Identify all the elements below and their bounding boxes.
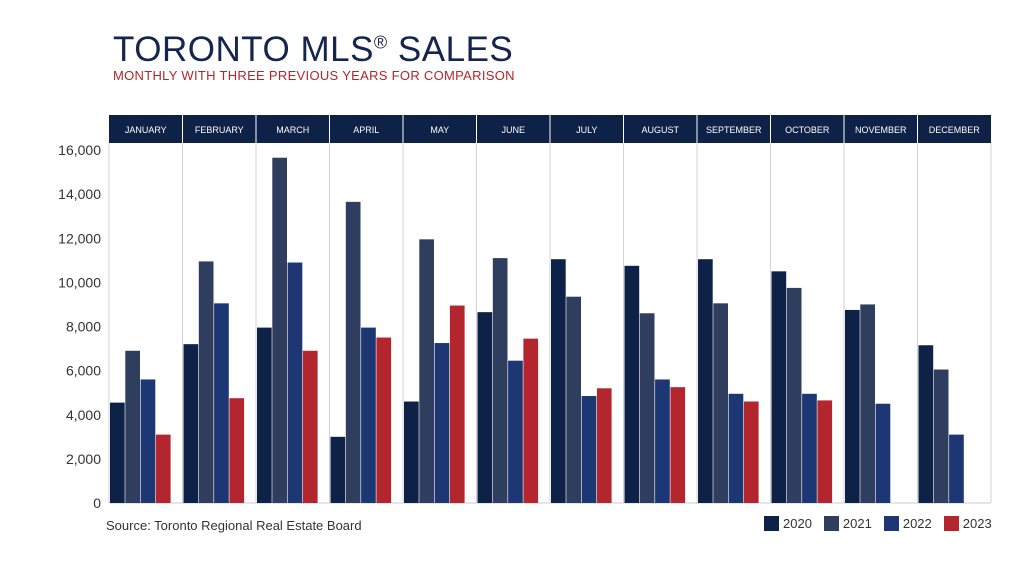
bar-2023 <box>302 350 318 503</box>
month-label: SEPTEMBER <box>706 125 762 135</box>
y-tick-label: 12,000 <box>58 230 101 246</box>
bar-2020 <box>551 259 566 503</box>
bar-2023 <box>817 400 833 503</box>
bar-2022 <box>361 327 376 503</box>
y-tick-label: 4,000 <box>66 407 101 423</box>
bar-2023 <box>376 337 392 503</box>
bar-2021 <box>566 296 581 503</box>
month-label: JULY <box>576 125 597 135</box>
bar-2023 <box>229 398 245 503</box>
bar-2021 <box>933 369 949 503</box>
legend-label-2023: 2023 <box>962 516 992 531</box>
y-tick-label: 14,000 <box>58 186 101 202</box>
bar-2021 <box>713 303 728 503</box>
bar-2022 <box>875 403 891 503</box>
y-tick-label: 2,000 <box>66 451 101 467</box>
y-tick-label: 16,000 <box>58 142 101 158</box>
y-tick-label: 6,000 <box>66 363 101 379</box>
bar-2023 <box>743 401 759 503</box>
bar-2020 <box>845 309 860 503</box>
month-label: NOVEMBER <box>855 125 907 135</box>
bar-2021 <box>860 304 875 503</box>
bar-2020 <box>183 344 199 503</box>
bar-2023 <box>596 388 612 503</box>
legend-label-2021: 2021 <box>842 516 872 531</box>
legend-swatch-2022 <box>883 516 899 531</box>
legend-label-2022: 2022 <box>902 516 932 531</box>
source-note: Source: Toronto Regional Real Estate Boa… <box>106 518 362 533</box>
bar-2020 <box>771 271 787 503</box>
bar-2020 <box>477 312 493 503</box>
bar-2021 <box>639 313 655 503</box>
legend-label-2020: 2020 <box>783 516 812 531</box>
bar-2021 <box>492 258 508 503</box>
legend-item-2020: 2020 <box>764 516 812 531</box>
legend: 2020 2021 2022 2023 <box>764 516 992 531</box>
bar-2023 <box>670 387 686 503</box>
y-tick-label: 10,000 <box>58 274 101 290</box>
bar-2022 <box>287 262 303 503</box>
bar-2021 <box>419 239 434 503</box>
bar-2023 <box>449 305 465 503</box>
bar-2023 <box>155 434 171 503</box>
month-label: JANUARY <box>125 125 167 135</box>
y-tick-label: 0 <box>93 495 101 511</box>
bar-2022 <box>508 360 523 503</box>
month-label: OCTOBER <box>785 125 830 135</box>
y-tick-label: 8,000 <box>66 319 101 335</box>
bar-2020 <box>110 402 125 503</box>
chart-title: TORONTO MLS® SALES <box>113 30 514 69</box>
month-label: MAY <box>430 125 449 135</box>
bar-2022 <box>802 393 817 503</box>
legend-item-2023: 2023 <box>943 516 992 531</box>
legend-item-2021: 2021 <box>823 516 872 531</box>
bar-2022 <box>728 393 744 503</box>
bar-2020 <box>918 345 934 503</box>
bar-2021 <box>786 287 802 503</box>
legend-swatch-2023 <box>943 516 959 531</box>
bar-2020 <box>330 436 346 503</box>
bar-2022 <box>655 379 670 503</box>
bar-2021 <box>198 261 214 503</box>
month-label: FEBRUARY <box>195 125 244 135</box>
bar-2022 <box>581 395 597 503</box>
month-label: JUNE <box>501 125 525 135</box>
bar-2022 <box>949 434 964 503</box>
legend-swatch-2021 <box>823 516 839 531</box>
month-label: AUGUST <box>641 125 679 135</box>
bar-2020 <box>698 259 713 503</box>
bar-2021 <box>272 157 287 504</box>
legend-swatch-2020 <box>764 516 779 531</box>
bar-2020 <box>257 327 272 503</box>
month-label: DECEMBER <box>929 125 981 135</box>
bar-2020 <box>624 265 640 503</box>
bar-2022 <box>434 343 450 503</box>
month-label: APRIL <box>353 125 379 135</box>
chart-subtitle: MONTHLY WITH THREE PREVIOUS YEARS FOR CO… <box>113 68 515 83</box>
bar-2022 <box>214 303 229 503</box>
bar-2021 <box>125 350 140 503</box>
bar-2021 <box>345 201 361 504</box>
bar-2022 <box>140 379 156 503</box>
bar-2020 <box>404 401 419 503</box>
legend-item-2022: 2022 <box>883 516 932 531</box>
month-label: MARCH <box>276 125 309 135</box>
bar-2023 <box>523 338 539 503</box>
